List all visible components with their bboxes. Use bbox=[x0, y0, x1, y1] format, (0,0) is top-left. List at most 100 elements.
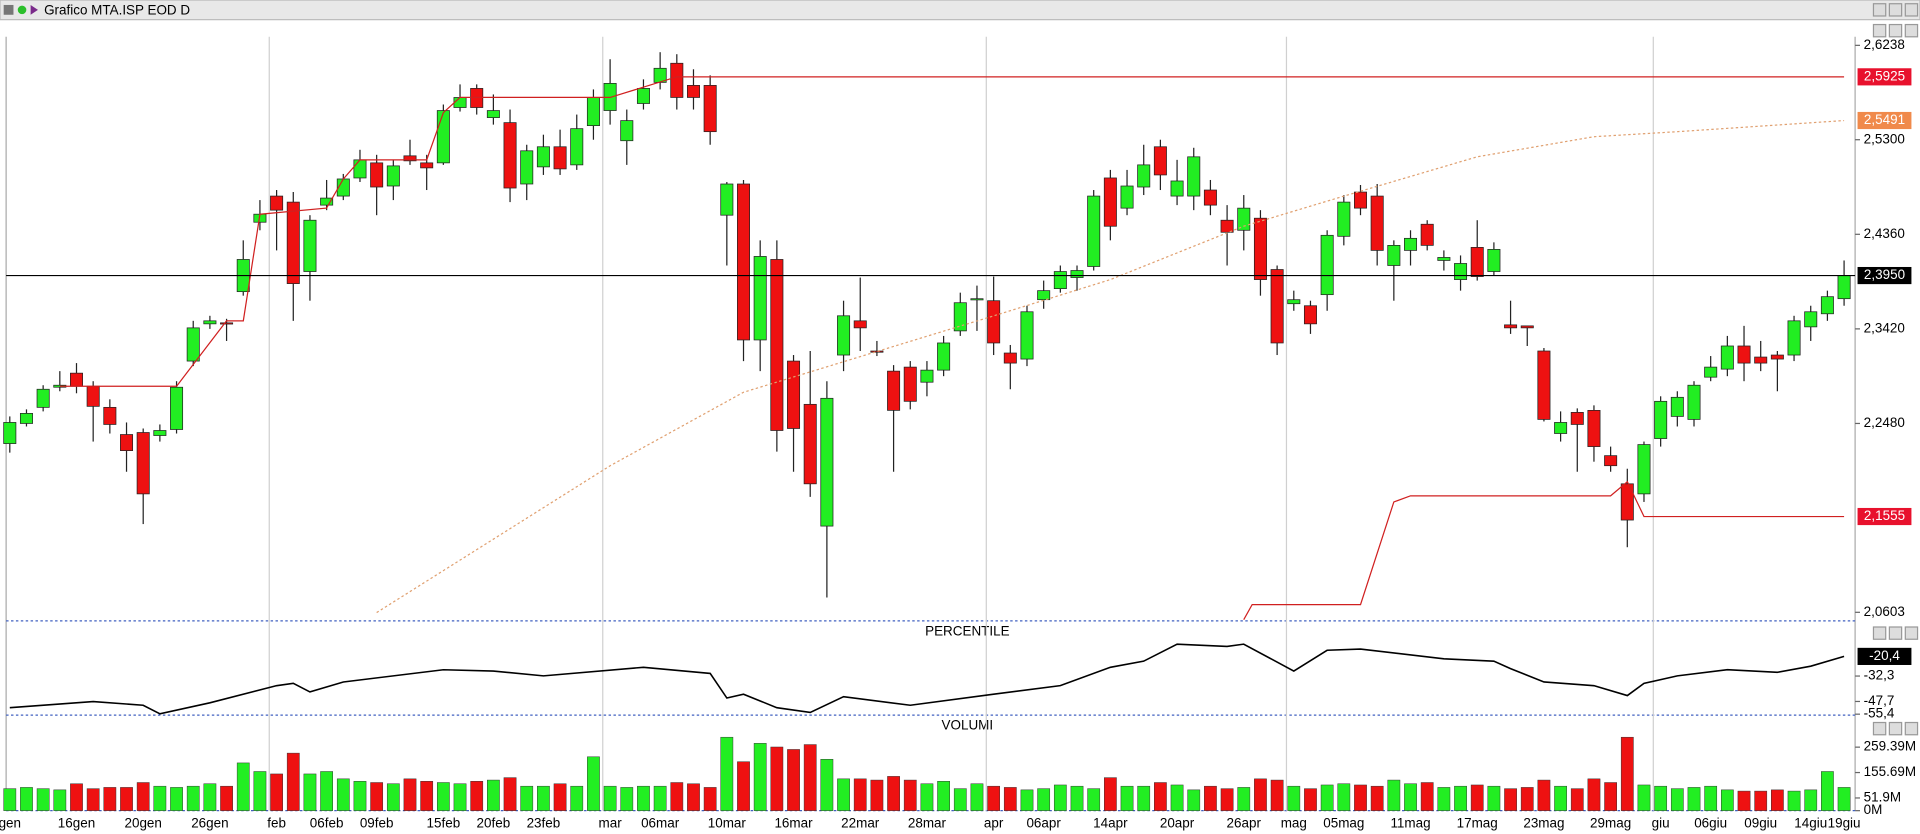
overlay-line bbox=[59, 76, 1845, 387]
volume-bar bbox=[1370, 785, 1384, 811]
candle-body bbox=[136, 432, 150, 495]
panel-button[interactable] bbox=[1888, 626, 1903, 640]
panel-button[interactable] bbox=[1888, 23, 1903, 38]
volume-bar bbox=[753, 743, 767, 811]
level-label: 2,1555 bbox=[1864, 508, 1905, 523]
volume-bar bbox=[1420, 782, 1434, 811]
percentile-line bbox=[9, 643, 1845, 715]
volume-bar bbox=[687, 783, 700, 811]
candle-body bbox=[787, 360, 801, 429]
x-tick-label: 28mar bbox=[908, 816, 947, 831]
volume-bar bbox=[70, 783, 83, 811]
candle-body bbox=[1570, 412, 1584, 425]
volume-bar bbox=[1804, 789, 1818, 811]
y-tick-label: 2,4360 bbox=[1864, 226, 1905, 241]
volume-bar bbox=[1504, 788, 1517, 811]
candle-body bbox=[70, 372, 83, 387]
candle-body bbox=[1387, 245, 1401, 266]
volume-bar bbox=[1437, 787, 1451, 811]
panel-button[interactable] bbox=[1888, 721, 1903, 736]
menu-icon[interactable] bbox=[3, 4, 14, 15]
candle-body bbox=[1003, 352, 1017, 364]
volume-bar bbox=[253, 771, 267, 811]
x-tick-label: 11mag bbox=[1390, 816, 1430, 831]
candle-body bbox=[1237, 207, 1251, 231]
volume-bar bbox=[1070, 785, 1084, 811]
volume-bar bbox=[1821, 771, 1834, 811]
candle-body bbox=[1687, 384, 1701, 420]
panel-title: VOLUMI bbox=[942, 718, 994, 733]
volume-bar bbox=[620, 787, 634, 811]
candle-body bbox=[220, 322, 234, 325]
volume-bar bbox=[653, 785, 667, 811]
volume-bar bbox=[887, 776, 900, 811]
candle-body bbox=[536, 146, 550, 168]
candle-body bbox=[520, 150, 534, 185]
close-button[interactable] bbox=[1904, 3, 1919, 17]
x-tick-label: 19giu bbox=[1828, 816, 1861, 831]
volume-bar bbox=[1337, 783, 1351, 811]
minimize-button[interactable] bbox=[1872, 3, 1887, 17]
candle-body bbox=[1220, 219, 1234, 233]
y-tick-label: 259.39M bbox=[1864, 739, 1916, 754]
volume-bar bbox=[1270, 779, 1284, 811]
y-tick-label: -32,3 bbox=[1864, 668, 1895, 683]
candle-body bbox=[1203, 189, 1217, 206]
x-tick-label: 09feb bbox=[360, 816, 394, 831]
volume-bar bbox=[1754, 790, 1768, 811]
candle-body bbox=[1754, 356, 1768, 364]
panel-button[interactable] bbox=[1872, 721, 1887, 736]
y-tick-label: 2,0603 bbox=[1864, 604, 1905, 619]
maximize-button[interactable] bbox=[1888, 3, 1903, 17]
volume-bar bbox=[1737, 790, 1751, 811]
volume-bar bbox=[470, 781, 484, 811]
candle-body bbox=[1037, 290, 1051, 301]
volume-bar bbox=[1537, 779, 1551, 811]
candle-body bbox=[170, 386, 184, 430]
volume-bar bbox=[1187, 789, 1201, 811]
title-bar bbox=[0, 0, 1920, 21]
y-tick-label: 0M bbox=[1864, 802, 1883, 817]
volume-bar bbox=[770, 746, 784, 811]
panel-button[interactable] bbox=[1904, 626, 1919, 640]
volume-bar bbox=[837, 778, 850, 811]
volume-bar bbox=[53, 789, 67, 811]
volume-bar bbox=[1520, 787, 1534, 811]
candle-body bbox=[1253, 217, 1267, 280]
volume-bar bbox=[1170, 784, 1184, 811]
candle-body bbox=[1270, 269, 1284, 344]
panel-button[interactable] bbox=[1872, 626, 1887, 640]
volume-bar bbox=[1604, 782, 1617, 811]
volume-bar bbox=[820, 759, 834, 811]
candle-body bbox=[837, 315, 851, 356]
candle-body bbox=[1354, 191, 1367, 209]
candle-body bbox=[1720, 345, 1734, 370]
y-tick-label: -47,7 bbox=[1864, 693, 1895, 708]
candle-body bbox=[570, 128, 584, 166]
candle-body bbox=[1087, 195, 1101, 267]
candle-body bbox=[203, 320, 217, 325]
candle-body bbox=[953, 302, 967, 332]
level-label: 2,5491 bbox=[1864, 112, 1905, 127]
volume-bar bbox=[903, 779, 917, 811]
volume-bar bbox=[270, 773, 283, 811]
volume-bar bbox=[186, 785, 200, 811]
volume-bar bbox=[603, 785, 617, 811]
candle-body bbox=[1120, 185, 1134, 209]
candle-body bbox=[19, 413, 33, 424]
volume-bar bbox=[870, 779, 884, 811]
x-tick-label: 15feb bbox=[427, 816, 461, 831]
candle-body bbox=[870, 350, 884, 353]
volume-bar bbox=[1487, 785, 1501, 811]
panel-button[interactable] bbox=[1904, 721, 1919, 736]
panel-button[interactable] bbox=[1904, 23, 1919, 38]
x-tick-label: 20apr bbox=[1160, 816, 1195, 831]
candle-body bbox=[620, 120, 634, 142]
panel-button[interactable] bbox=[1872, 23, 1887, 38]
y-tick-label: 2,6238 bbox=[1864, 37, 1905, 52]
candle-body bbox=[703, 85, 717, 133]
x-tick-label: 23mag bbox=[1523, 816, 1564, 831]
play-icon[interactable] bbox=[30, 4, 38, 15]
candle-body bbox=[1320, 234, 1334, 296]
